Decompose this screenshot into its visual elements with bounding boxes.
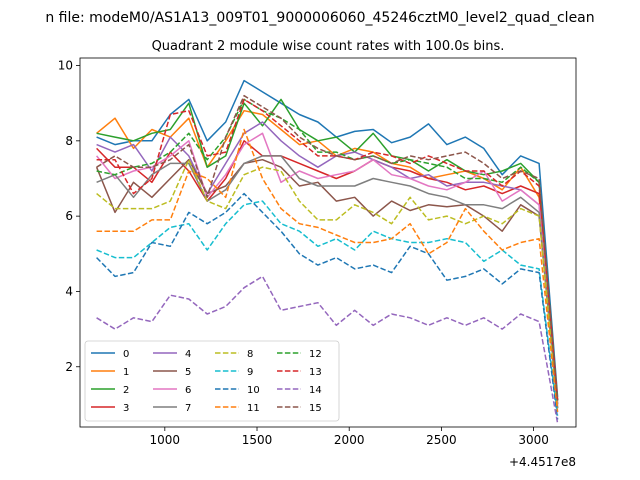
y-tick-label: 2 (65, 360, 73, 374)
legend-label-11: 11 (247, 403, 260, 414)
legend-label-4: 4 (185, 349, 191, 360)
series-line-7 (96, 155, 559, 409)
series-line-10 (96, 192, 559, 420)
series-line-4 (96, 121, 559, 405)
series-line-9 (96, 200, 559, 416)
series-line-6 (96, 132, 559, 405)
figure-suptitle: n file: modeM0/AS1A13_009T01_9000006060_… (45, 10, 594, 26)
x-axis-offset-label: +4.4517e8 (509, 455, 576, 469)
x-tick-label: 2000 (334, 433, 365, 447)
x-tick-label: 1000 (150, 433, 181, 447)
series-line-3 (96, 140, 559, 405)
series-layer (95, 79, 559, 424)
legend-label-14: 14 (309, 385, 322, 396)
legend-label-1: 1 (123, 367, 129, 378)
y-axis: 2 4 6 8 10 (58, 59, 80, 374)
legend-label-6: 6 (185, 385, 191, 396)
series-line-14 (96, 275, 559, 424)
series-line-0 (96, 79, 559, 397)
x-axis: 1000 1500 2000 2500 3000 (150, 427, 549, 447)
legend-frame (84, 340, 340, 422)
y-tick-label: 6 (65, 209, 73, 223)
series-line-5 (95, 158, 559, 409)
legend-label-13: 13 (309, 367, 322, 378)
series-line-12 (96, 98, 559, 401)
legend-label-8: 8 (247, 349, 253, 360)
series-line-15 (96, 94, 559, 401)
series-line-13 (96, 98, 559, 401)
y-tick-label: 4 (65, 284, 73, 298)
legend-label-2: 2 (123, 385, 129, 396)
y-tick-label: 8 (65, 134, 73, 148)
legend-label-3: 3 (123, 403, 129, 414)
series-line-8 (96, 158, 559, 409)
x-tick-label: 2500 (426, 433, 457, 447)
y-tick-label: 10 (58, 59, 73, 73)
series-line-11 (96, 128, 559, 412)
series-line-1 (96, 109, 559, 401)
x-tick-label: 1500 (242, 433, 273, 447)
legend-label-9: 9 (247, 367, 253, 378)
legend-label-0: 0 (123, 349, 129, 360)
legend-label-7: 7 (185, 403, 191, 414)
legend-label-15: 15 (309, 403, 322, 414)
legend-label-5: 5 (185, 367, 191, 378)
legend-label-12: 12 (309, 349, 322, 360)
chart-title: Quadrant 2 module wise count rates with … (152, 39, 505, 54)
x-tick-label: 3000 (518, 433, 549, 447)
plot-frame (79, 57, 577, 428)
legend-label-10: 10 (247, 385, 260, 396)
series-line-2 (96, 98, 559, 401)
